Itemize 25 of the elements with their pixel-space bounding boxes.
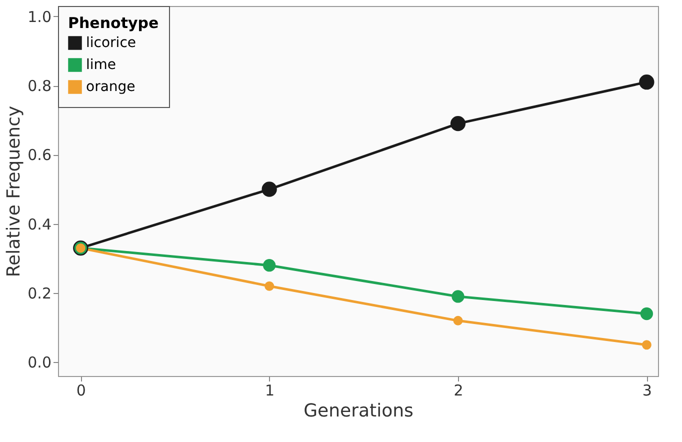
y-tick-label: 0.4: [28, 215, 52, 234]
point: [639, 74, 654, 90]
point: [264, 281, 274, 291]
x-tick-label: 2: [454, 382, 464, 400]
legend-label: licorice: [86, 35, 136, 51]
point: [453, 316, 463, 326]
x-tick-label: 0: [76, 382, 86, 400]
point: [452, 290, 464, 303]
legend-title: Phenotype: [68, 14, 159, 32]
y-axis-title: Relative Frequency: [4, 106, 25, 278]
legend-label: orange: [86, 79, 136, 95]
y-tick-label: 0.0: [28, 354, 52, 372]
y-tick-label: 0.6: [28, 146, 52, 164]
x-tick-label: 1: [265, 382, 275, 400]
point: [640, 307, 654, 320]
point: [642, 340, 652, 350]
point: [262, 259, 276, 272]
legend-label: lime: [86, 57, 116, 73]
point: [262, 182, 277, 197]
point: [450, 116, 466, 132]
x-tick-label: 3: [642, 382, 652, 400]
x-axis-title: Generations: [304, 400, 414, 422]
y-tick-label: 0.2: [28, 284, 52, 303]
y-tick-label: 0.8: [28, 77, 52, 96]
y-tick-label: 1.0: [28, 8, 52, 26]
